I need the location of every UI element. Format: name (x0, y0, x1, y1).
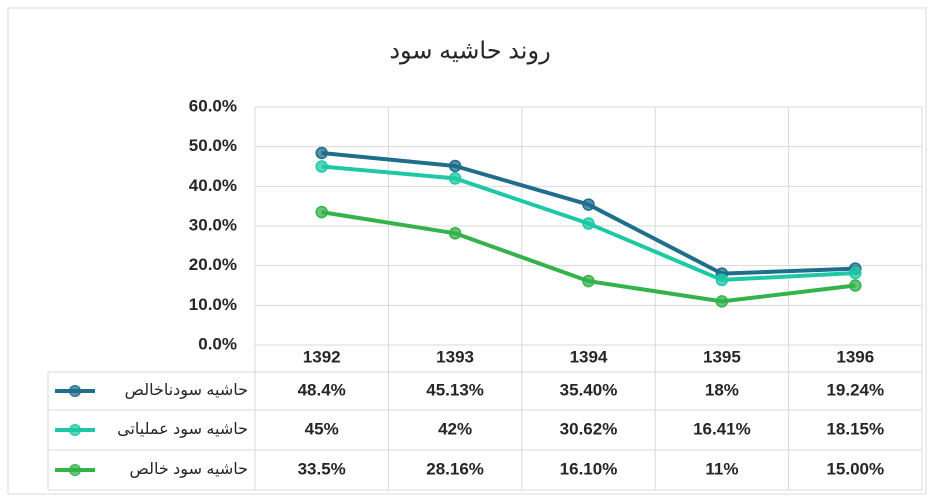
y-tick-label: 10.0% (189, 295, 237, 314)
legend-label: حاشیه سودناخالص (125, 382, 248, 400)
chart-border (7, 7, 927, 495)
table-value: 16.10% (560, 459, 618, 478)
table-value: 11% (705, 459, 738, 478)
legend-label: حاشیه سود خالص (129, 461, 248, 479)
table-value: 19.24% (826, 380, 884, 399)
table-value: 30.62% (560, 419, 618, 438)
point (448, 159, 462, 173)
point (715, 295, 729, 308)
y-tick-label: 60.0% (189, 96, 237, 115)
table-value: 48.4% (298, 380, 346, 399)
point (849, 266, 862, 280)
table-value: 16.41% (693, 419, 751, 438)
point (315, 205, 328, 219)
point (582, 217, 595, 230)
legend-marker (69, 464, 81, 476)
x-tick-label: 1392 (303, 347, 341, 366)
y-tick-label: 20.0% (189, 255, 237, 274)
table-value: 18.15% (826, 419, 884, 438)
table-value: 15.00% (826, 459, 884, 478)
point (582, 198, 595, 211)
table-value: 45% (305, 419, 339, 438)
point (849, 279, 862, 292)
table-value: 28.16% (426, 459, 484, 478)
point (448, 172, 462, 185)
point (448, 227, 462, 240)
y-tick-label: 50.0% (189, 136, 237, 155)
point (715, 273, 729, 287)
y-tick-label: 30.0% (189, 215, 237, 234)
point (582, 274, 595, 288)
x-tick-label: 1396 (836, 347, 874, 366)
point (315, 146, 328, 160)
point (315, 160, 328, 173)
chart-title: روند حاشیه سود (389, 37, 550, 64)
x-tick-label: 1395 (703, 347, 741, 366)
table-value: 35.40% (560, 380, 618, 399)
table-value: 33.5% (298, 459, 346, 478)
legend-marker (69, 424, 81, 436)
y-tick-label: 40.0% (189, 176, 237, 195)
y-tick-label: 0.0% (198, 334, 237, 353)
x-tick-label: 1394 (570, 347, 608, 366)
table-value: 42% (438, 419, 472, 438)
legend-label: حاشیه سود عملیاتی (117, 421, 248, 439)
legend-marker (69, 385, 81, 397)
table-value: 18% (705, 380, 739, 399)
x-tick-label: 1393 (436, 347, 474, 366)
table-value: 45.13% (426, 380, 484, 399)
